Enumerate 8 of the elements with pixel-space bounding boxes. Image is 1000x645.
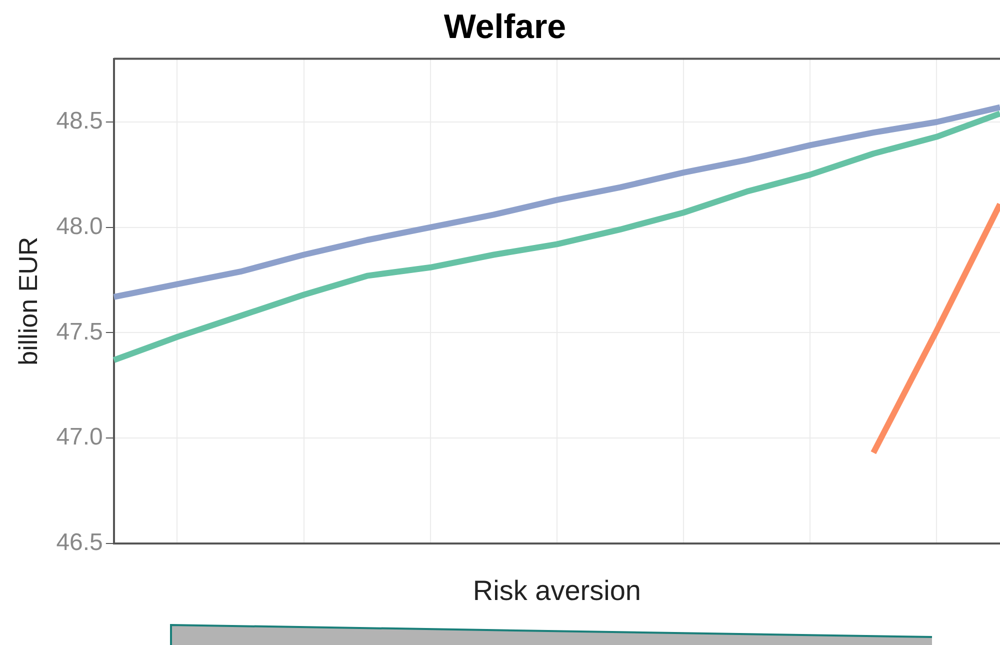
y-tick-label: 47.5 [56, 318, 103, 346]
y-tick-label: 48.5 [56, 108, 103, 135]
x-axis-title: Risk aversion [472, 574, 641, 606]
y-tick-label: 47.0 [56, 424, 103, 451]
chart-title: Welfare [444, 8, 566, 46]
y-tick-label: 46.5 [56, 529, 103, 556]
y-axis-title: billion EUR [12, 236, 43, 366]
y-tick-label: 48.0 [56, 212, 103, 240]
